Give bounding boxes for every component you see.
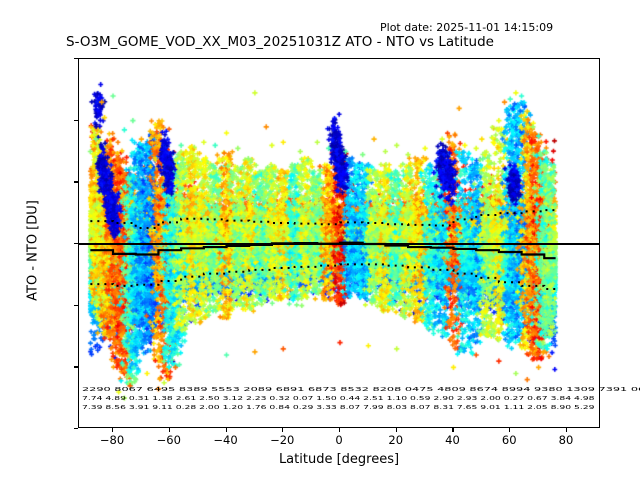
plot-date-text: Plot date: 2025-11-01 14:15:09 — [380, 21, 554, 34]
median-step-line — [90, 241, 556, 260]
x-tick-mark — [112, 428, 114, 432]
y-tick-mark — [74, 366, 78, 368]
statistics-lines — [79, 209, 599, 291]
page-title: S-O3M_GOME_VOD_XX_M03_20251031Z ATO - NT… — [66, 34, 494, 50]
x-tick-label: 40 — [445, 433, 460, 447]
x-tick-mark — [168, 428, 170, 432]
upper-percentile-line — [90, 209, 556, 229]
x-tick-mark — [509, 428, 511, 432]
y-tick-mark — [74, 181, 78, 183]
plot-axes — [78, 58, 600, 428]
count-row: 2290 8067 6495 8389 5553 2089 6891 6873 … — [82, 387, 640, 393]
y-tick-mark — [74, 304, 78, 306]
stddev-row: 7.39 8.56 3.91 9.11 0.28 2.00 1.20 1.76 … — [82, 405, 595, 411]
x-tick-label: −60 — [156, 433, 181, 447]
y-tick-mark — [74, 428, 78, 430]
lower-percentile-line — [90, 263, 556, 291]
x-tick-label: 0 — [335, 433, 343, 447]
x-tick-mark — [225, 428, 227, 432]
y-tick-mark — [74, 58, 78, 60]
x-tick-label: 20 — [388, 433, 404, 447]
mean-row: 7.74 4.89 0.31 1.38 2.61 2.50 3.12 2.23 … — [82, 396, 595, 402]
y-tick-mark — [74, 119, 78, 121]
y-axis-label: ATO - NTO [DU] — [25, 200, 41, 301]
y-tick-mark — [74, 243, 78, 245]
x-tick-label: 80 — [558, 433, 574, 447]
x-tick-mark — [395, 428, 397, 432]
x-tick-mark — [452, 428, 454, 432]
x-tick-mark — [565, 428, 568, 432]
x-tick-label: −20 — [270, 433, 295, 447]
x-tick-label: −80 — [99, 433, 125, 447]
x-tick-mark — [282, 428, 284, 432]
x-tick-label: −40 — [213, 433, 238, 447]
x-tick-mark — [339, 428, 341, 432]
x-axis-label: Latitude [degrees] — [278, 452, 400, 467]
x-tick-label: 60 — [501, 433, 517, 447]
